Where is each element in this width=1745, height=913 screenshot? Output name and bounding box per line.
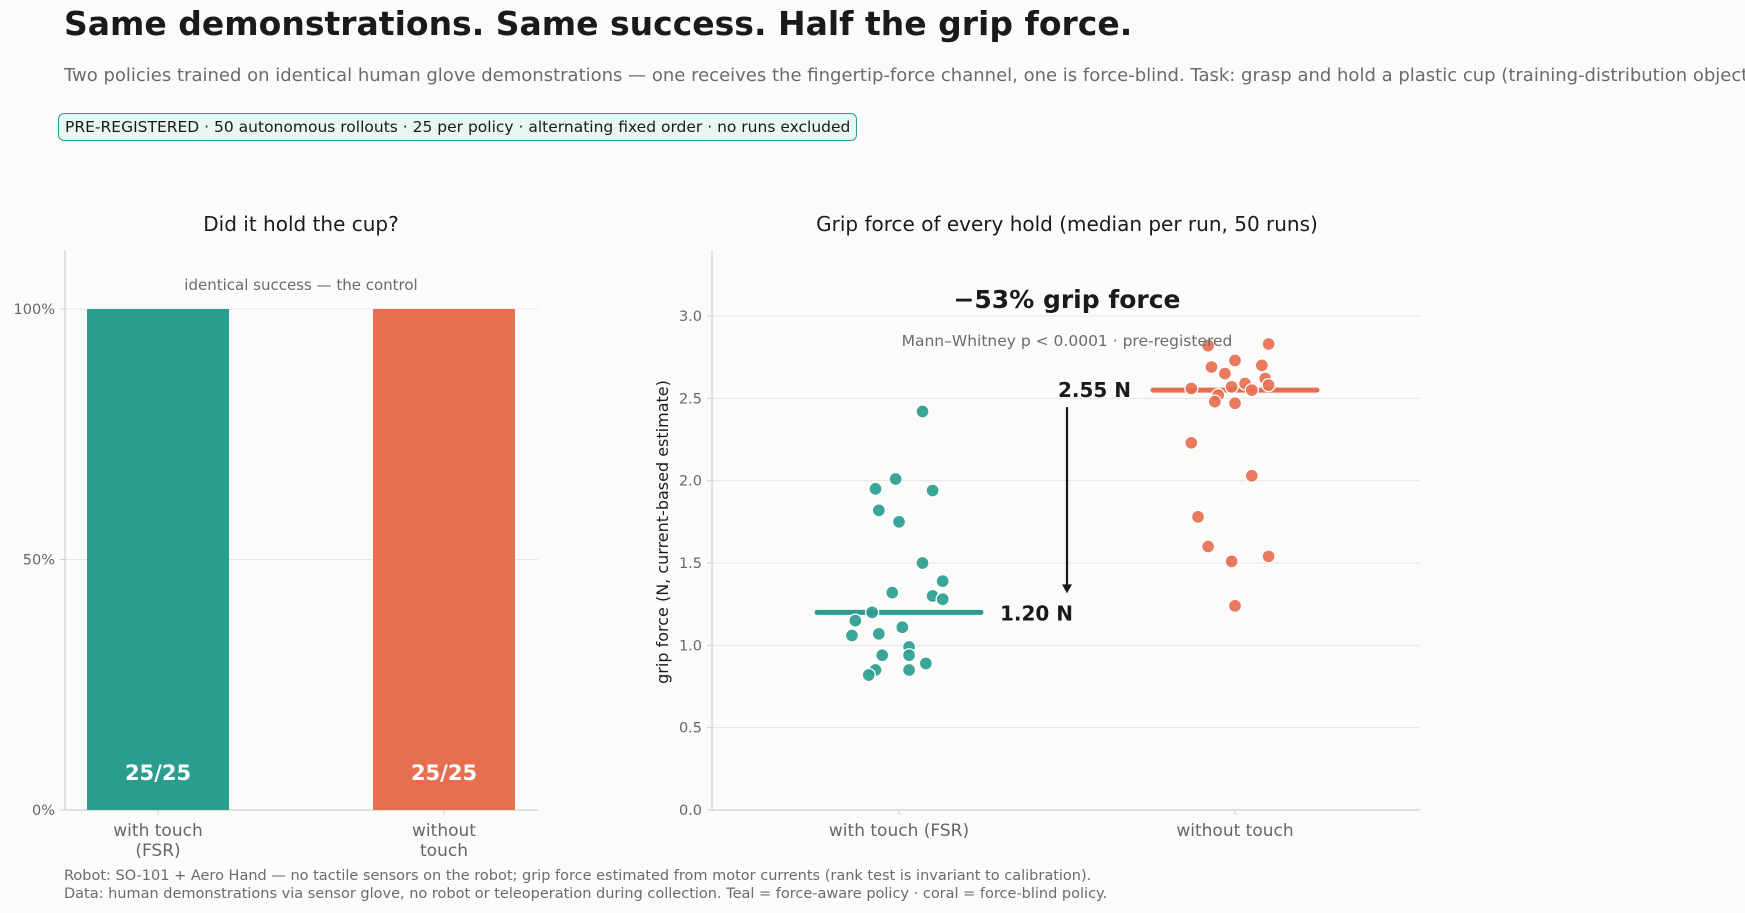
scatter-ytick-label: 0.0 bbox=[679, 803, 702, 819]
run-point bbox=[1200, 338, 1216, 353]
bar-ytick-label: 0% bbox=[32, 803, 55, 819]
scatter-ytick-label: 2.5 bbox=[679, 391, 702, 407]
run-point bbox=[871, 626, 886, 641]
run-point bbox=[891, 514, 907, 529]
bar-without-touch bbox=[373, 309, 515, 810]
page-title: Same demonstrations. Same success. Half … bbox=[64, 4, 1133, 43]
run-point bbox=[1184, 435, 1199, 450]
run-point bbox=[1224, 554, 1239, 569]
bar-xtick-label: with touch bbox=[113, 821, 202, 841]
run-point bbox=[915, 404, 930, 419]
run-point bbox=[1227, 353, 1243, 368]
run-point bbox=[1254, 358, 1270, 373]
scatter-ytick-label: 2.0 bbox=[679, 474, 702, 490]
run-point bbox=[1227, 598, 1243, 613]
run-point bbox=[885, 585, 900, 600]
run-point bbox=[1261, 549, 1276, 564]
run-point bbox=[861, 667, 876, 683]
scatter-chart-title: Grip force of every hold (median per run… bbox=[816, 212, 1318, 236]
bar-data-label: 25/25 bbox=[125, 761, 191, 785]
median-label-without-touch: 2.55 N bbox=[1058, 378, 1131, 402]
run-point bbox=[1217, 366, 1233, 381]
run-point bbox=[1244, 468, 1259, 483]
scatter-ytick-label: 3.0 bbox=[679, 309, 702, 325]
stat-note: Mann–Whitney p < 0.0001 · pre-registered bbox=[902, 332, 1233, 350]
bar-annotation: identical success — the control bbox=[184, 276, 417, 294]
bar-ytick-label: 50% bbox=[23, 553, 55, 569]
effect-headline: −53% grip force bbox=[953, 285, 1180, 314]
run-point bbox=[1261, 378, 1276, 393]
difference-arrow-head bbox=[1062, 584, 1072, 594]
scatter-ytick-label: 1.5 bbox=[679, 556, 702, 572]
run-point bbox=[868, 481, 883, 497]
run-point bbox=[1224, 379, 1239, 394]
run-point bbox=[935, 573, 950, 589]
median-label-with-touch: 1.20 N bbox=[1000, 601, 1073, 625]
run-point bbox=[915, 555, 930, 571]
run-point bbox=[1244, 382, 1259, 398]
run-point bbox=[875, 648, 890, 663]
footer-line-2: Data: human demonstrations via sensor gl… bbox=[64, 886, 1108, 902]
scatter-xtick-label: with touch (FSR) bbox=[829, 821, 969, 841]
run-point bbox=[864, 605, 880, 620]
run-point bbox=[901, 662, 917, 678]
run-point bbox=[871, 503, 886, 518]
scatter-y-axis-label: grip force (N, current-based estimate) bbox=[653, 380, 672, 684]
bar-chart-title: Did it hold the cup? bbox=[203, 212, 398, 236]
page-subtitle: Two policies trained on identical human … bbox=[64, 65, 1745, 86]
run-point bbox=[1204, 359, 1219, 375]
bar-data-label: 25/25 bbox=[411, 761, 477, 785]
run-point bbox=[888, 471, 903, 487]
bar-ytick-label: 100% bbox=[14, 302, 55, 318]
run-point bbox=[1207, 394, 1222, 409]
bar-xtick-label: without bbox=[412, 821, 476, 841]
run-point bbox=[848, 613, 863, 628]
run-point bbox=[844, 628, 860, 643]
scatter-ytick-label: 1.0 bbox=[679, 638, 702, 654]
footer-line-1: Robot: SO-101 + Aero Hand — no tactile s… bbox=[64, 868, 1092, 884]
run-point bbox=[1200, 539, 1216, 554]
scatter-xtick-label: without touch bbox=[1176, 821, 1293, 841]
run-point bbox=[1261, 336, 1276, 352]
bar-xtick-label: touch bbox=[420, 841, 468, 861]
run-point bbox=[901, 648, 917, 663]
footer-notes: Robot: SO-101 + Aero Hand — no tactile s… bbox=[64, 867, 1107, 903]
run-point bbox=[1184, 381, 1199, 396]
run-point bbox=[935, 592, 950, 607]
run-point bbox=[918, 656, 934, 671]
bar-with-touch bbox=[87, 309, 229, 810]
run-point bbox=[925, 483, 940, 498]
scatter-ytick-label: 0.5 bbox=[679, 721, 702, 737]
run-point bbox=[1227, 396, 1243, 411]
run-point bbox=[1190, 509, 1206, 525]
preregistration-badge: PRE-REGISTERED · 50 autonomous rollouts … bbox=[58, 113, 858, 141]
run-point bbox=[895, 620, 910, 635]
bar-xtick-label: (FSR) bbox=[135, 841, 180, 861]
